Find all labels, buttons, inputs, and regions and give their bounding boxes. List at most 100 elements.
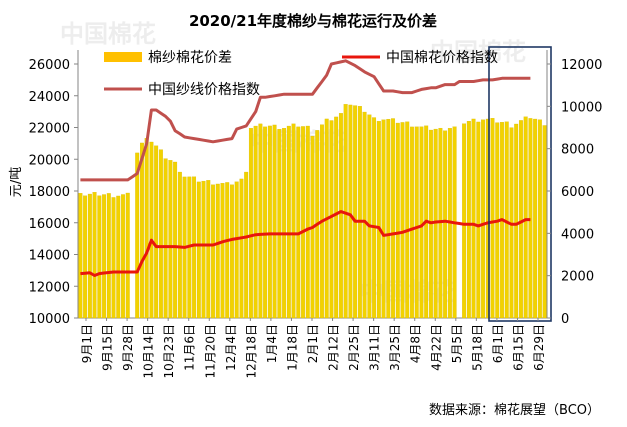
bar [301, 126, 305, 319]
bar [225, 182, 230, 319]
bar [518, 120, 523, 319]
x-tick-label: 11月6日 [183, 324, 197, 371]
bar [177, 171, 182, 319]
bar [272, 124, 277, 319]
bar [372, 117, 377, 319]
bar [386, 118, 391, 319]
left-tick-label: 14000 [29, 249, 70, 264]
x-tick-label: 9月28日 [121, 324, 135, 371]
bar [419, 126, 424, 319]
watermark-text: 中国棉花 [430, 38, 526, 66]
bar [443, 130, 448, 319]
bar [192, 176, 197, 319]
plot-area [77, 46, 552, 322]
chart-title: 2020/21年度棉纱与棉花运行及价差 [189, 12, 437, 30]
bar [476, 121, 481, 319]
bar [196, 181, 201, 319]
bar [253, 125, 258, 319]
bar [92, 192, 97, 319]
bar [305, 125, 310, 319]
bar [277, 129, 282, 319]
bar [244, 171, 249, 319]
y-axis-label: 元/吨 [9, 167, 24, 197]
bar [158, 149, 163, 319]
bar [367, 114, 372, 319]
bar [201, 180, 206, 319]
x-tick-label: 9月15日 [101, 324, 115, 371]
legend-label: 中国纱线价格指数 [148, 82, 260, 98]
bar [215, 183, 220, 319]
bar [462, 123, 467, 319]
bar [391, 118, 395, 319]
bar [102, 194, 107, 319]
bar [106, 193, 111, 319]
bar [211, 184, 215, 319]
bar [173, 161, 178, 319]
bar [376, 121, 381, 319]
legend-label: 中国棉花价格指数 [386, 49, 498, 66]
left-tick-label: 16000 [29, 217, 70, 232]
left-tick-label: 10000 [29, 312, 70, 327]
left-tick-label: 26000 [29, 58, 70, 73]
bar [537, 119, 542, 319]
watermark-text: 中国棉花 [60, 20, 156, 48]
x-tick-label: 5月5日 [450, 324, 464, 363]
bar [111, 197, 116, 319]
bar [296, 126, 301, 319]
x-tick-label: 4月22日 [429, 324, 443, 371]
left-tick-label: 12000 [29, 280, 70, 295]
bar [348, 104, 353, 319]
right-tick-label: 8000 [561, 143, 594, 158]
x-tick-label: 1月18日 [285, 324, 299, 371]
x-tick-label: 2月1日 [306, 324, 320, 363]
right-tick-label: 0 [561, 312, 569, 327]
bar [239, 178, 244, 319]
bar [125, 192, 130, 319]
x-tick-label: 2月12日 [327, 324, 341, 371]
bar [523, 116, 528, 319]
x-axis: 9月1日 9月15日 9月28日 10月14日 10月23日 11月6日 11月20日 12月… [80, 318, 546, 379]
bar [381, 119, 386, 319]
right-tick-label: 12000 [561, 58, 602, 73]
bar [405, 121, 410, 319]
bar [154, 145, 159, 319]
x-tick-label: 6月15日 [511, 324, 525, 371]
x-tick-label: 9月1日 [80, 324, 94, 363]
bar [206, 180, 211, 319]
bar [97, 195, 102, 319]
bar [395, 122, 400, 319]
x-tick-label: 6月1日 [491, 324, 505, 363]
bar [338, 113, 343, 319]
bar [286, 125, 291, 319]
bar [87, 193, 92, 319]
x-tick-label: 1月4日 [265, 324, 279, 363]
bar [357, 106, 362, 319]
right-tick-label: 10000 [561, 100, 602, 115]
bar [414, 126, 419, 319]
left-tick-label: 20000 [29, 153, 70, 168]
bar [481, 119, 485, 319]
bar [116, 195, 121, 319]
bar [168, 160, 173, 319]
x-tick-label: 3月11日 [368, 324, 382, 371]
x-tick-label: 2月25日 [347, 324, 361, 371]
bar [471, 118, 476, 319]
yarn-price-line [80, 59, 531, 182]
bar [263, 126, 268, 319]
left-axis: 10000 12000 14000 16000 18000 20000 22000 24000… [29, 58, 78, 327]
x-tick-label: 4月8日 [409, 324, 423, 363]
bar [334, 116, 339, 319]
x-tick-label: 12月4日 [224, 324, 238, 371]
x-tick-label: 3月25日 [388, 324, 402, 371]
x-tick-label: 12月18日 [244, 324, 258, 379]
highlight-box [488, 46, 552, 322]
left-tick-label: 24000 [29, 90, 70, 105]
bar [343, 104, 348, 319]
bar [220, 183, 225, 319]
bar [542, 125, 547, 319]
bar [230, 184, 234, 319]
bar [140, 142, 144, 319]
bar [267, 125, 272, 319]
x-tick-label: 11月20日 [203, 324, 217, 379]
